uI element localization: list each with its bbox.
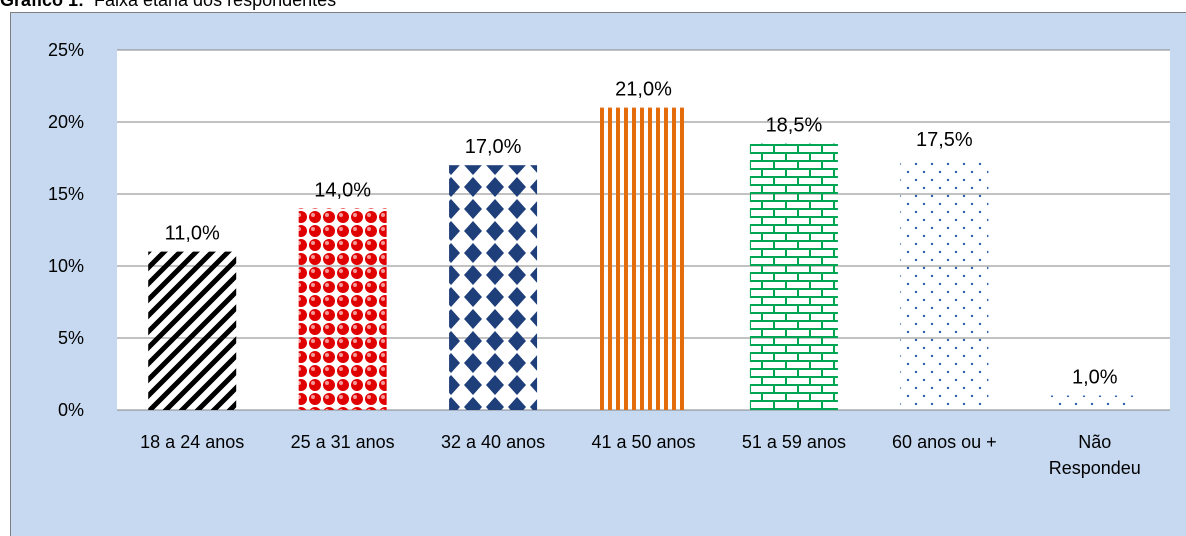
chart-title-label: Gráfico 1: xyxy=(0,0,84,10)
bar xyxy=(1050,395,1139,410)
data-label: 11,0% xyxy=(165,223,220,245)
y-tick-label: 20% xyxy=(48,112,84,132)
bar xyxy=(900,158,989,410)
x-tick-label: Não Respondeu xyxy=(1049,432,1141,478)
data-label: 14,0% xyxy=(314,179,371,201)
y-tick-label: 5% xyxy=(58,328,84,348)
x-tick-label: 18 a 24 anos xyxy=(140,432,244,452)
x-tick-label: 51 a 59 anos xyxy=(742,432,846,452)
y-tick-label: 0% xyxy=(58,400,84,420)
x-tick-label: 25 a 31 anos xyxy=(291,432,395,452)
data-label: 21,0% xyxy=(615,79,672,101)
y-tick-label: 25% xyxy=(48,40,84,60)
data-label: 17,0% xyxy=(465,136,522,158)
bar xyxy=(148,251,237,410)
data-label: 17,5% xyxy=(916,129,973,151)
y-tick-label: 10% xyxy=(48,256,84,276)
bar xyxy=(298,208,387,410)
x-tick-label: 32 a 40 anos xyxy=(441,432,545,452)
bar xyxy=(749,143,838,410)
y-tick-label: 15% xyxy=(48,184,84,204)
chart-title: Faixa etária dos respondentes xyxy=(94,0,336,10)
x-tick-label: 41 a 50 anos xyxy=(591,432,695,452)
bar xyxy=(599,107,688,410)
bar xyxy=(449,165,538,410)
data-label: 18,5% xyxy=(766,115,823,137)
x-tick-label: 60 anos ou + xyxy=(892,432,997,452)
data-label: 1,0% xyxy=(1072,367,1118,389)
